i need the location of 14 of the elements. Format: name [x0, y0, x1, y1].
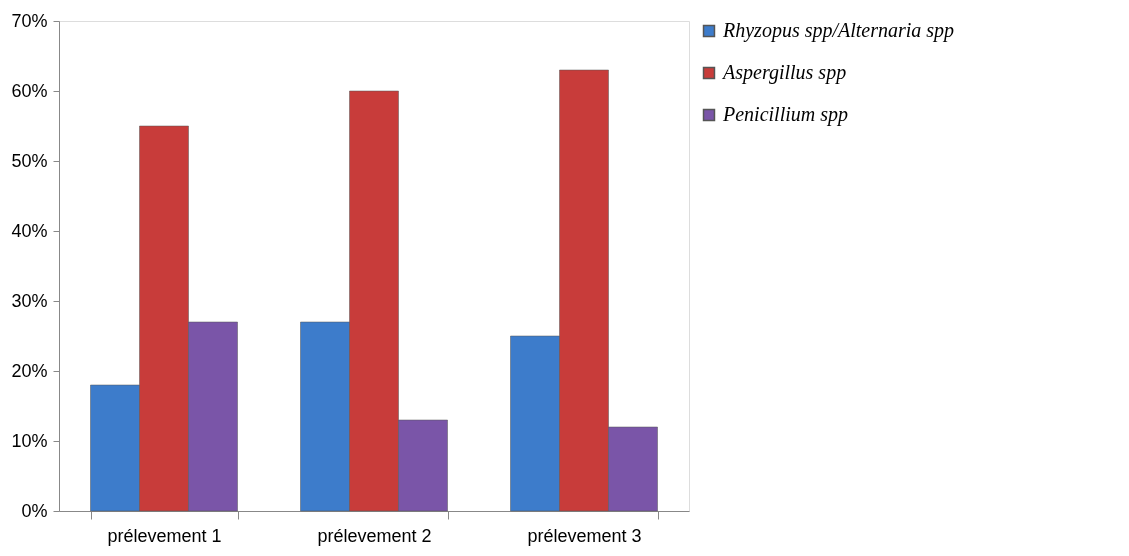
y-tick-label: 40% [11, 220, 48, 241]
y-tick-label: 20% [11, 360, 48, 381]
y-tick-label: 0% [21, 500, 48, 521]
y-tick-label: 10% [11, 430, 48, 451]
legend-label: Aspergillus spp [721, 61, 847, 84]
legend-label: Penicillium spp [722, 103, 848, 126]
legend-label: Rhyzopus spp/Alternaria spp [722, 19, 955, 42]
x-tick-label: prélevement 3 [527, 525, 642, 546]
y-tick-label: 30% [11, 290, 48, 311]
y-tick-label: 60% [11, 80, 48, 101]
x-tick-label: prélevement 2 [317, 525, 432, 546]
y-tick-label: 50% [11, 150, 48, 171]
x-tick-label: prélevement 1 [107, 525, 222, 546]
y-tick-label: 70% [11, 10, 48, 31]
